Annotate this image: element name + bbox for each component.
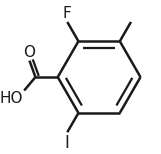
Text: F: F xyxy=(62,6,71,21)
Text: O: O xyxy=(23,45,35,60)
Text: I: I xyxy=(65,134,70,152)
Text: HO: HO xyxy=(0,91,23,106)
